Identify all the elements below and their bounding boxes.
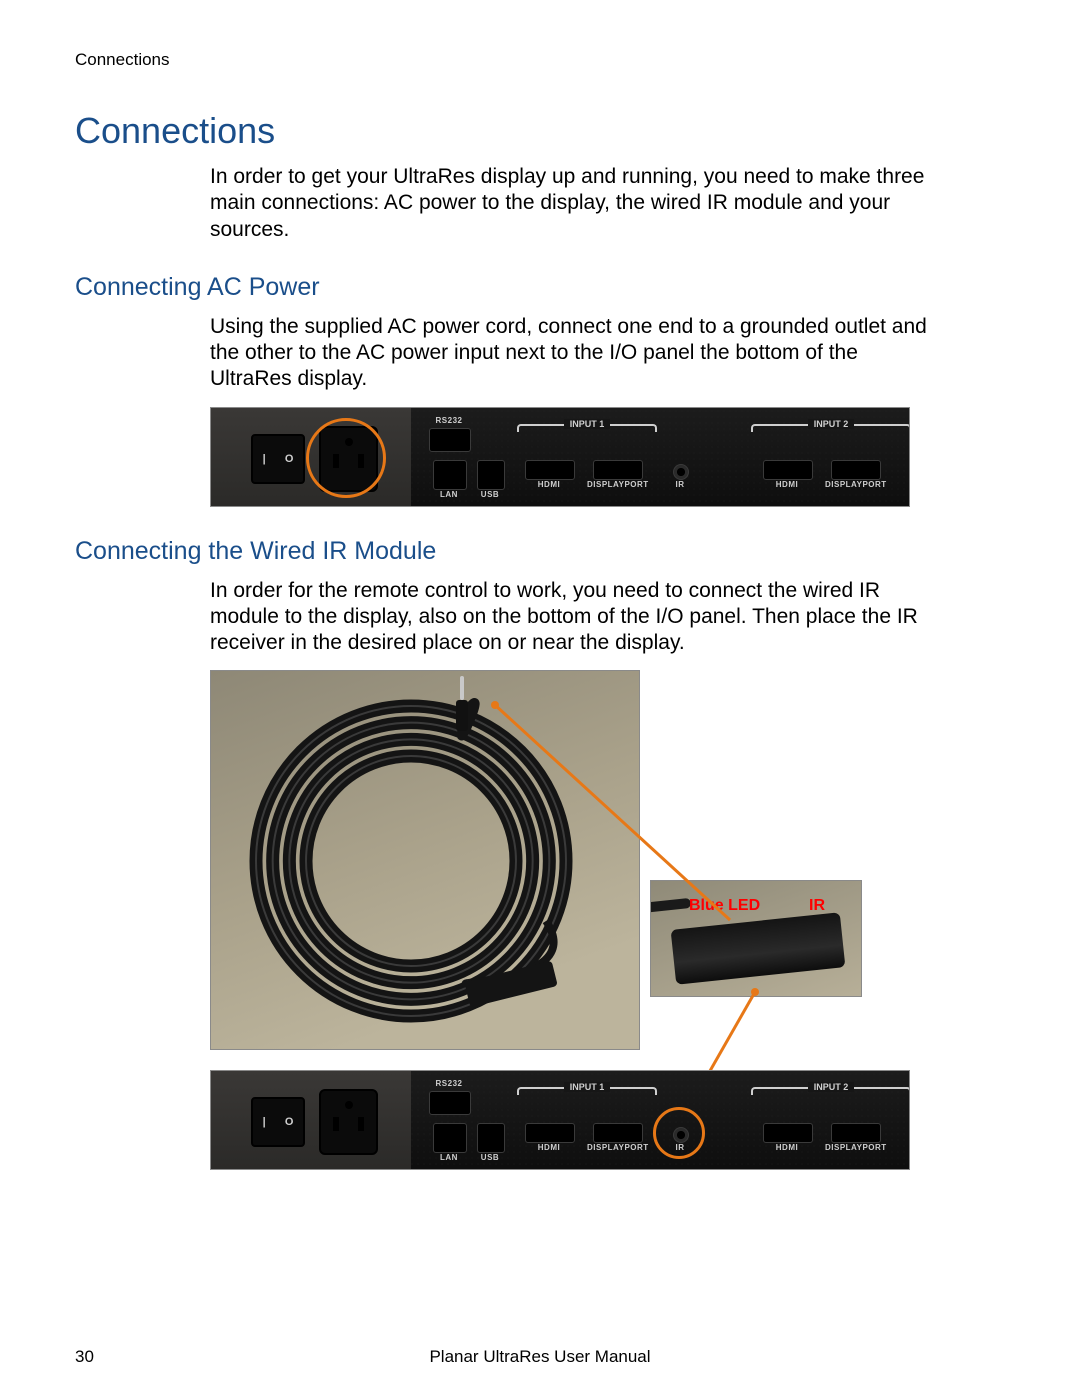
ir-jack (673, 464, 689, 480)
input-2-displayport (831, 1123, 881, 1143)
ir-jack-label: IR (667, 480, 693, 489)
page: Connections Connections In order to get … (0, 0, 1080, 1397)
input-1-displayport (593, 460, 643, 480)
input-1-hdmi-label: HDMI (519, 480, 579, 489)
input-1-displayport-label: DISPLAYPORT (587, 1143, 647, 1152)
ir-wire-stub (650, 898, 691, 914)
input-1-displayport-label: DISPLAYPORT (587, 480, 647, 489)
figure-ir-panel: |ORS232LANUSBINPUT 1HDMIDISPLAYPORTINPUT… (210, 1070, 910, 1170)
section-body-ir: In order for the remote control to work,… (210, 578, 940, 657)
section-heading-ir: Connecting the Wired IR Module (75, 537, 1005, 566)
rs232-label: RS232 (425, 1079, 473, 1088)
input-2-hdmi (763, 1123, 813, 1143)
ir-receiver-inset: Blue LED IR (650, 880, 862, 997)
label-ir: IR (809, 897, 825, 915)
rs232-label: RS232 (425, 416, 473, 425)
page-title: Connections (75, 110, 1005, 152)
input-1-displayport (593, 1123, 643, 1143)
figure-ir-module: Blue LED IR |ORS232LANUSBINPUT 1HDMIDISP… (210, 670, 1005, 1170)
label-blue-led: Blue LED (689, 897, 760, 915)
input-2-displayport-label: DISPLAYPORT (825, 480, 885, 489)
lan-port-label: LAN (427, 490, 471, 499)
input-1-hdmi (525, 460, 575, 480)
input-1-hdmi (525, 1123, 575, 1143)
figure-ac-panel: |ORS232LANUSBINPUT 1HDMIDISPLAYPORTINPUT… (210, 407, 1005, 507)
ir-cable-photo (210, 670, 640, 1050)
input-1-hdmi-label: HDMI (519, 1143, 579, 1152)
usb-port-label: USB (471, 1153, 509, 1162)
rs232-port (429, 428, 471, 452)
ac-power-socket (319, 426, 378, 492)
input-2-hdmi (763, 460, 813, 480)
power-switch: |O (251, 434, 305, 484)
usb-port (477, 460, 505, 490)
rs232-port (429, 1091, 471, 1115)
section-body-ac: Using the supplied AC power cord, connec… (210, 314, 940, 393)
lan-port-label: LAN (427, 1153, 471, 1162)
lan-port (433, 1123, 467, 1153)
running-head: Connections (75, 50, 1005, 70)
power-switch: |O (251, 1097, 305, 1147)
manual-title: Planar UltraRes User Manual (75, 1347, 1005, 1367)
usb-port (477, 1123, 505, 1153)
section-heading-ac: Connecting AC Power (75, 273, 1005, 302)
input-2-displayport-label: DISPLAYPORT (825, 1143, 885, 1152)
usb-port-label: USB (471, 490, 509, 499)
intro-paragraph: In order to get your UltraRes display up… (210, 164, 940, 243)
ir-jack-label: IR (667, 1143, 693, 1152)
input-2-hdmi-label: HDMI (757, 1143, 817, 1152)
input-2-displayport (831, 460, 881, 480)
lan-port (433, 460, 467, 490)
ir-receiver-body (671, 913, 846, 985)
input-2-hdmi-label: HDMI (757, 480, 817, 489)
ac-power-socket (319, 1089, 378, 1155)
